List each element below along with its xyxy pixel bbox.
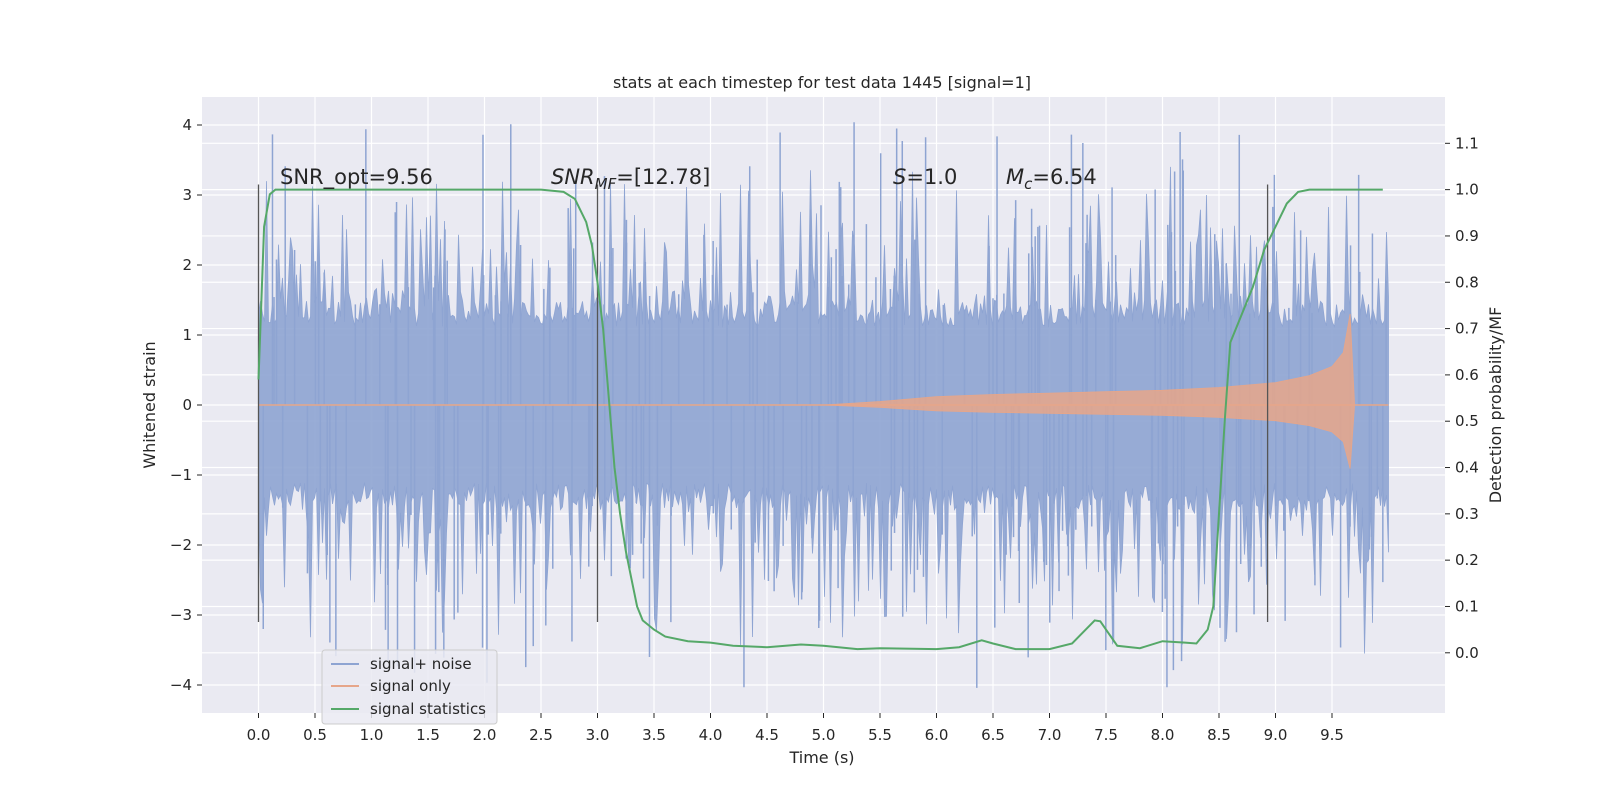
y-tick-label: 3	[182, 186, 192, 204]
x-tick-label: 9.5	[1320, 726, 1344, 744]
annotation-s-value: =1.0	[906, 165, 957, 189]
annotation-s-symbol: S	[893, 165, 906, 189]
y-right-tick-label: 0.3	[1455, 505, 1479, 523]
x-tick-label: 4.0	[699, 726, 723, 744]
y-right-tick-label: 0.8	[1455, 273, 1479, 291]
y-tick-label: 0	[182, 396, 192, 414]
annotation-mc: Mc=6.54	[1006, 165, 1097, 193]
annotation-snr-mf: SNRMF=[12.78]	[551, 165, 710, 193]
y-right-tick-label: 1.1	[1455, 134, 1479, 152]
signal-only-series	[258, 313, 1389, 469]
annotation-mc-subscript: c	[1024, 175, 1033, 193]
statistics-series	[257, 188, 1383, 651]
y-axis-label: Whitened strain	[140, 341, 159, 468]
annotation-s: S=1.0	[893, 165, 957, 189]
x-tick-label: 6.5	[981, 726, 1005, 744]
y-right-tick-label: 0.6	[1455, 366, 1479, 384]
annotation-snr-opt: SNR_opt=9.56	[280, 165, 433, 190]
x-tick-label: 3.0	[586, 726, 610, 744]
y-tick-label: −2	[170, 536, 192, 554]
y-tick-labels: 4 3 2 1 0 −1 −2 −3 −4	[170, 116, 202, 694]
x-tick-label: 5.5	[868, 726, 892, 744]
x-tick-label: 8.5	[1207, 726, 1231, 744]
x-tick-label: 1.0	[360, 726, 384, 744]
legend-label-signal-statistics: signal statistics	[370, 700, 486, 718]
signal-only-band	[258, 313, 1389, 469]
x-axis-label: Time (s)	[788, 748, 854, 767]
x-tick-label: 2.0	[473, 726, 497, 744]
legend: signal+ noise signal only signal statist…	[321, 649, 498, 725]
legend-box	[321, 649, 498, 725]
x-tick-label: 6.0	[925, 726, 949, 744]
y-right-tick-label: 0.5	[1455, 412, 1479, 430]
x-tick-label: 7.0	[1038, 726, 1062, 744]
y-tick-label: −4	[170, 676, 192, 694]
x-tick-label: 3.5	[642, 726, 666, 744]
y-tick-label: −1	[170, 466, 192, 484]
y-right-tick-label: 0.1	[1455, 597, 1479, 615]
annotation-snr-mf-symbol: SNR	[551, 165, 595, 189]
annotation-snr-mf-value: =[12.78]	[616, 165, 710, 189]
legend-label-signal-only: signal only	[370, 677, 451, 695]
annotation-mc-symbol: M	[1006, 165, 1024, 189]
y-tick-label: 2	[182, 256, 192, 274]
x-tick-label: 0.0	[247, 726, 271, 744]
x-tick-label: 2.5	[529, 726, 553, 744]
y-right-tick-label: 0.7	[1455, 320, 1479, 338]
y-tick-label: 4	[182, 116, 192, 134]
x-tick-label: 0.5	[303, 726, 327, 744]
annotation-snr-mf-subscript: MF	[595, 175, 617, 193]
y-tick-label: −3	[170, 606, 192, 624]
y-right-tick-label: 0.4	[1455, 459, 1479, 477]
x-tick-label: 1.5	[416, 726, 440, 744]
y-right-tick-label: 0.9	[1455, 227, 1479, 245]
annotation-mc-value: =6.54	[1032, 165, 1096, 189]
y-right-tick-label: 0.2	[1455, 551, 1479, 569]
legend-label-signal-noise: signal+ noise	[370, 655, 472, 673]
marker-vlines	[257, 184, 1269, 622]
y-right-axis-label: Detection probability/MF	[1486, 307, 1505, 504]
x-tick-label: 4.5	[755, 726, 779, 744]
x-tick-labels: 0.0 0.5 1.0 1.5 2.0 2.5 3.0 3.5 4.0 4.5 5.0 5.5 6.0 6…	[247, 713, 1344, 744]
signal-statistics-line	[257, 188, 1383, 651]
y-right-tick-label: 1.0	[1455, 181, 1479, 199]
x-tick-label: 5.0	[812, 726, 836, 744]
x-tick-label: 8.0	[1151, 726, 1175, 744]
y-tick-label: 1	[182, 326, 192, 344]
x-tick-label: 9.0	[1264, 726, 1288, 744]
chart-title: stats at each timestep for test data 144…	[613, 73, 1031, 92]
y-right-tick-labels: 1.1 1.0 0.9 0.8 0.7 0.6 0.5 0.4 0.3 0.2 0.1 0.0	[1445, 134, 1479, 662]
y-right-tick-label: 0.0	[1455, 644, 1479, 662]
x-tick-label: 7.5	[1094, 726, 1118, 744]
